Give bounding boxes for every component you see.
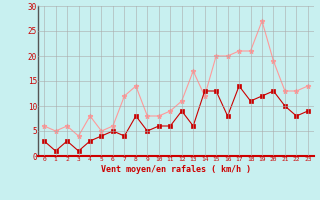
X-axis label: Vent moyen/en rafales ( km/h ): Vent moyen/en rafales ( km/h )	[101, 165, 251, 174]
